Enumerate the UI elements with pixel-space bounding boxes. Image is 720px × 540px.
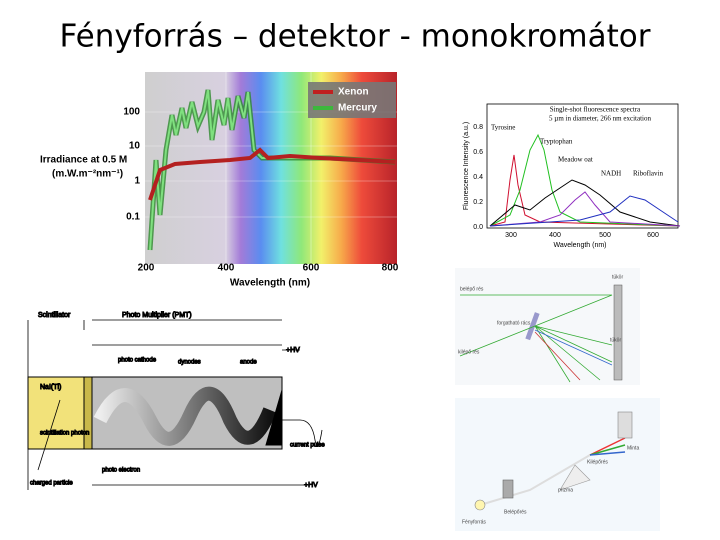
grating-label: tükör (610, 337, 621, 343)
y-tick-label: 0.6 (473, 149, 483, 156)
grating-label: tükör (612, 274, 623, 280)
y-tick-label: 0.8 (473, 124, 483, 131)
y-axis-label: (m.W.m⁻²nm⁻¹) (52, 169, 123, 180)
pmt-label: dynodes (178, 360, 201, 366)
pmt-label: Scintillator (38, 312, 71, 319)
grating-figure: belépő rés tükör forgatható rács tükör k… (455, 268, 640, 385)
pmt-label: anode (240, 360, 257, 366)
grating-shape (460, 294, 613, 327)
x-tick-label: 800 (382, 263, 399, 274)
pmt-label: charged particle (30, 481, 73, 487)
lamp-spectrum-shape (145, 72, 397, 264)
pmt-figure: Scintillator Photo Multiplier (PMT) +HV … (27, 311, 326, 490)
prism-shape (474, 499, 486, 511)
prism-label: Fényforrás (462, 519, 486, 525)
fluorescence-shape (489, 179, 681, 227)
pmt-shape (83, 376, 93, 450)
fluorescence-shape (489, 154, 681, 227)
y-tick-label: 1 (134, 176, 140, 187)
y-tick-label: 0.0 (473, 224, 483, 231)
legend-label: Xenon (338, 87, 369, 98)
curve-label: NADH (601, 170, 621, 178)
grating-label: forgatható rács (497, 320, 531, 326)
prism-shape (589, 451, 626, 456)
pmt-shape (282, 349, 323, 447)
pmt-label: photo cathode (118, 358, 157, 364)
x-tick-label: 500 (599, 232, 611, 239)
x-tick-label: 300 (505, 232, 517, 239)
x-tick-label: 400 (549, 232, 561, 239)
x-tick-label: 600 (647, 232, 659, 239)
grating-label: belépő rés (460, 286, 484, 292)
legend-label: Mercury (338, 103, 377, 114)
pmt-label: photo electron (102, 468, 140, 474)
prism-shape (589, 444, 626, 456)
y-axis-label: Irradiance at 0.5 M (40, 155, 127, 166)
lamp-spectrum-shape (148, 147, 396, 201)
x-tick-label: 200 (138, 263, 155, 274)
pmt-shape (27, 319, 282, 490)
prism-shape (617, 411, 633, 439)
y-tick-label: 100 (123, 107, 140, 118)
fluorescence-shape (486, 103, 679, 229)
prism-figure: Minta Kilépőrés prizma Belépőrés Fényfor… (455, 398, 660, 531)
pmt-label: +HV (286, 347, 300, 354)
pmt-label: current pulse (290, 443, 325, 449)
figure-title: Single-shot fluorescence spectra (550, 106, 641, 114)
y-axis-label: Fluorescence Intensity (a.u.) (463, 122, 470, 210)
fluorescence-shape (489, 195, 679, 227)
lamp-spectrum-shape (308, 82, 396, 118)
grating-shape (534, 329, 613, 366)
prism-label: Belépőrés (504, 509, 527, 515)
grating-shape (455, 268, 640, 385)
fluorescence-figure: Single-shot fluorescence spectra 5 µm in… (463, 103, 681, 249)
prism-label: prizma (558, 487, 573, 493)
lamp-spectrum-shape (149, 89, 396, 251)
y-tick-label: 10 (129, 141, 141, 152)
prism-shape (589, 437, 626, 456)
pmt-label: Photo Multiplier (PMT) (122, 312, 192, 319)
lamp-spectrum-figure: Xenon Mercury Irradiance at 0.5 M (m.W.m… (40, 72, 399, 289)
prism-shape (479, 454, 591, 506)
fluorescence-shape (489, 191, 681, 227)
x-tick-label: 600 (303, 263, 320, 274)
pmt-label: NaI(Tl) (40, 384, 61, 391)
figure-subtitle: 5 µm in diameter, 266 nm excitation (549, 115, 651, 123)
pmt-label: scintillation photon (40, 431, 89, 437)
grating-label: kilépő rés (458, 349, 480, 355)
grating-shape (534, 331, 581, 381)
grating-shape (459, 325, 613, 383)
curve-label: Meadow oat (558, 156, 593, 164)
y-tick-label: 0.2 (473, 199, 483, 206)
y-tick-label: 0.1 (126, 212, 140, 223)
prism-shape (559, 464, 591, 491)
grating-shape (525, 312, 540, 341)
prism-label: Kilépőrés (587, 459, 608, 465)
x-axis-label: Wavelength (nm) (230, 278, 310, 289)
curve-label: Tryptophan (540, 138, 573, 146)
prism-label: Minta (627, 445, 639, 451)
pmt-shape (37, 399, 61, 471)
slide-title: Fényforrás – detektor - monokromátor (60, 19, 651, 55)
pmt-shape (92, 344, 310, 486)
prism-shape (502, 479, 514, 499)
pmt-shape (27, 376, 85, 450)
pmt-shape (265, 389, 283, 446)
y-tick-label: 0.4 (473, 174, 483, 181)
x-tick-label: 400 (218, 263, 235, 274)
pmt-label: +HV (304, 482, 318, 489)
curve-label: Tyrosine (491, 124, 515, 132)
grating-shape (613, 284, 623, 381)
curve-label: Riboflavin (633, 170, 663, 178)
fluorescence-shape (489, 133, 681, 227)
x-axis-label: Wavelength (nm) (553, 242, 606, 249)
pmt-shape (93, 386, 277, 446)
